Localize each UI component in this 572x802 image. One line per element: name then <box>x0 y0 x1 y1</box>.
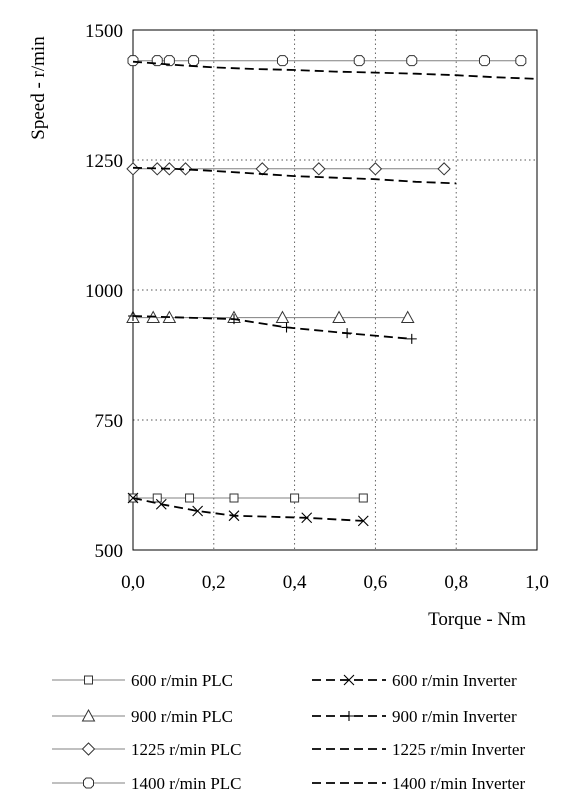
data-point-marker <box>229 314 239 325</box>
legend-label: 900 r/min Inverter <box>392 707 517 726</box>
legend: 600 r/min PLC 900 r/min PLC 1225 r/min PLC… <box>52 671 525 793</box>
tick-labels: 0,0 0,2 0,4 0,6 0,8 1,0 500 750 1000 1250 1500 <box>85 21 549 593</box>
plot-frame <box>132 29 538 551</box>
data-point-marker <box>357 515 369 527</box>
data-point-marker <box>290 493 300 503</box>
data-point-marker <box>188 55 200 67</box>
series-line <box>132 497 364 522</box>
x-axis-title: Torque - Nm <box>428 609 526 630</box>
series-1400-r-min-inverter <box>132 60 538 80</box>
data-point-marker <box>185 493 195 503</box>
y-axis-title: Speed - r/min <box>28 36 49 140</box>
data-point-marker <box>150 162 164 176</box>
legend-item-1225-r-min-inverter: 1225 r/min Inverter <box>312 740 525 759</box>
y-tick-label: 1250 <box>85 151 123 172</box>
data-point-marker <box>178 162 193 176</box>
data-point-marker <box>332 310 346 324</box>
y-tick-label: 500 <box>95 541 124 562</box>
legend-label: 1225 r/min PLC <box>131 740 242 759</box>
data-point-marker <box>406 333 417 344</box>
data-point-marker <box>400 310 415 324</box>
data-point-marker <box>353 55 365 67</box>
legend-label: 600 r/min PLC <box>131 671 233 690</box>
y-tick-label: 1000 <box>85 281 123 302</box>
data-point-marker <box>127 55 139 67</box>
legend-label: 1400 r/min PLC <box>131 774 242 793</box>
y-tick-label: 1500 <box>85 21 123 42</box>
data-point-marker <box>437 162 451 176</box>
series-1225-r-min-plc <box>126 162 451 176</box>
grid-lines <box>133 30 537 550</box>
legend-marker <box>81 708 96 722</box>
data-point-marker <box>126 162 140 176</box>
data-point-marker <box>192 505 204 517</box>
legend-item-600-r-min-inverter: 600 r/min Inverter <box>312 671 517 690</box>
legend-marker <box>344 711 354 721</box>
data-point-marker <box>276 55 288 67</box>
legend-label: 600 r/min Inverter <box>392 671 517 690</box>
series-1400-r-min-plc <box>127 55 527 67</box>
legend-marker <box>81 742 96 756</box>
data-point-marker <box>358 493 368 503</box>
x-tick-label: 0,0 <box>121 572 145 593</box>
data-point-marker <box>229 493 239 503</box>
data-point-marker <box>275 310 290 324</box>
legend-item-1400-r-min-inverter: 1400 r/min Inverter <box>312 774 525 793</box>
data-point-marker <box>163 55 175 67</box>
y-tick-label: 750 <box>95 411 124 432</box>
legend-label: 900 r/min PLC <box>131 707 233 726</box>
data-point-marker <box>406 55 418 67</box>
series-line <box>132 60 538 80</box>
data-point-marker <box>478 55 490 67</box>
data-point-marker <box>152 493 162 503</box>
legend-label: 1400 r/min Inverter <box>392 774 525 793</box>
legend-item-600-r-min-plc: 600 r/min PLC <box>52 671 233 690</box>
x-tick-label: 0,6 <box>364 572 388 593</box>
data-point-marker <box>368 162 383 176</box>
data-point-marker <box>515 55 527 67</box>
series-900-r-min-inverter <box>128 311 417 344</box>
series-layer <box>126 55 538 527</box>
legend-item-1400-r-min-plc: 1400 r/min PLC <box>52 774 242 793</box>
legend-item-900-r-min-inverter: 900 r/min Inverter <box>312 707 517 726</box>
legend-item-900-r-min-plc: 900 r/min PLC <box>52 707 233 726</box>
legend-marker <box>343 674 355 686</box>
data-point-marker <box>342 328 353 339</box>
data-point-marker <box>301 512 313 524</box>
legend-marker <box>84 675 93 685</box>
x-tick-label: 0,2 <box>202 572 226 593</box>
data-point-marker <box>127 492 139 504</box>
data-point-marker <box>128 311 138 321</box>
data-point-marker <box>312 162 326 176</box>
series-1225-r-min-inverter <box>132 166 457 185</box>
series-line <box>132 166 457 185</box>
x-tick-label: 1,0 <box>525 572 549 593</box>
x-tick-label: 0,8 <box>444 572 468 593</box>
data-point-marker <box>155 498 167 510</box>
legend-item-1225-r-min-plc: 1225 r/min PLC <box>52 740 242 759</box>
data-point-marker <box>281 322 292 333</box>
series-600-r-min-inverter <box>127 492 369 527</box>
legend-label: 1225 r/min Inverter <box>392 740 525 759</box>
legend-marker <box>83 777 94 789</box>
x-tick-label: 0,4 <box>283 572 307 593</box>
data-point-marker <box>228 510 240 522</box>
